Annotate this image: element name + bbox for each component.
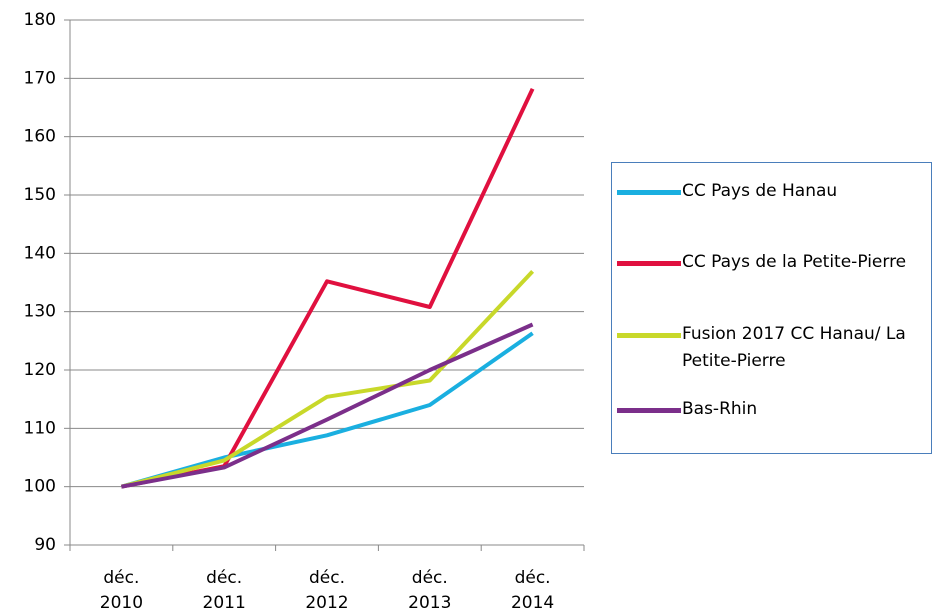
legend-swatch bbox=[617, 190, 681, 195]
x-tick-label: déc. 2013 bbox=[408, 568, 452, 613]
legend-label: Bas-Rhin bbox=[682, 399, 758, 419]
y-tick-label: 140 bbox=[24, 243, 56, 263]
legend-swatch bbox=[617, 261, 681, 266]
y-tick-label: 150 bbox=[24, 185, 56, 205]
line-series bbox=[121, 87, 535, 489]
y-tick-label: 170 bbox=[24, 68, 56, 88]
y-tick-label: 100 bbox=[24, 477, 56, 497]
y-tick-label: 90 bbox=[34, 535, 56, 555]
legend-label: Fusion 2017 CC Hanau/ La Petite-Pierre bbox=[682, 324, 906, 371]
line-series bbox=[121, 322, 534, 489]
y-tick-label: 120 bbox=[24, 360, 56, 380]
x-tick-label: déc. 2012 bbox=[305, 568, 349, 613]
legend-label: CC Pays de Hanau bbox=[682, 181, 838, 201]
y-tick-label: 110 bbox=[24, 418, 56, 438]
line-series bbox=[120, 331, 534, 489]
y-tick-label: 160 bbox=[24, 127, 56, 147]
legend-swatch bbox=[617, 333, 681, 338]
legend: CC Pays de Hanau CC Pays de la Petite-Pie… bbox=[611, 162, 932, 454]
x-tick-label: déc. 2014 bbox=[510, 568, 555, 613]
legend-label: CC Pays de la Petite-Pierre bbox=[682, 252, 907, 272]
x-tick-label: déc. 2011 bbox=[202, 568, 246, 613]
x-tick-label: déc. 2010 bbox=[99, 568, 144, 613]
line-series bbox=[120, 270, 535, 489]
y-tick-label: 130 bbox=[24, 302, 56, 322]
y-tick-label: 180 bbox=[24, 10, 56, 30]
legend-swatch bbox=[617, 408, 681, 413]
